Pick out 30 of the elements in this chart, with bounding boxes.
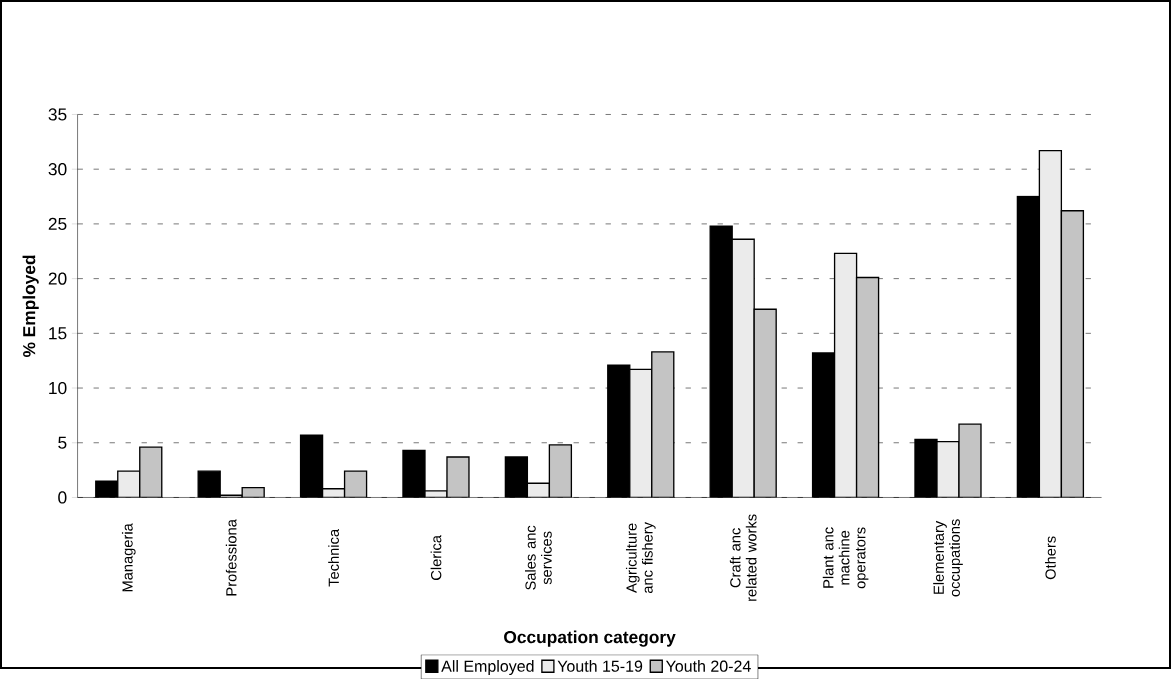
bar — [548, 444, 573, 498]
x-tick-label: Plant anc machine operators — [822, 527, 869, 589]
x-axis-title: Occupation category — [504, 630, 676, 647]
bar — [139, 446, 163, 498]
x-tick-label: Craft anc related works — [729, 514, 757, 601]
legend-label: Youth 20-24 — [665, 659, 751, 672]
y-tick-label: 30 — [48, 162, 67, 176]
bar — [1060, 209, 1085, 498]
y-tick-label: 5 — [58, 436, 67, 449]
bar — [651, 351, 675, 498]
x-tick-label: Others — [1045, 536, 1056, 580]
x-tick-label: Agriculture anc fishery — [625, 521, 656, 593]
x-tick-label: Professiona — [225, 519, 237, 596]
x-tick-label: Elementary occupations — [933, 519, 963, 597]
y-tick-label: 0 — [58, 491, 67, 504]
x-tick-label: Clerica — [430, 534, 442, 580]
y-tick-label: 35 — [48, 108, 67, 121]
legend-label: All Employed — [441, 659, 534, 675]
x-tick-label: Technica — [328, 528, 339, 587]
y-tick-label: 10 — [49, 381, 67, 395]
bar — [855, 276, 880, 498]
x-tick-label: Manageria — [121, 523, 136, 592]
bar — [343, 470, 368, 498]
legend-label: Youth 15-19 — [557, 659, 643, 672]
y-tick-label: 15 — [49, 327, 67, 340]
y-tick-label: 25 — [48, 217, 67, 230]
y-tick-label: 20 — [48, 272, 67, 285]
y-axis-title: % Employed — [22, 255, 39, 357]
bar — [753, 308, 777, 498]
x-tick-label: Sales anc services — [525, 525, 552, 590]
